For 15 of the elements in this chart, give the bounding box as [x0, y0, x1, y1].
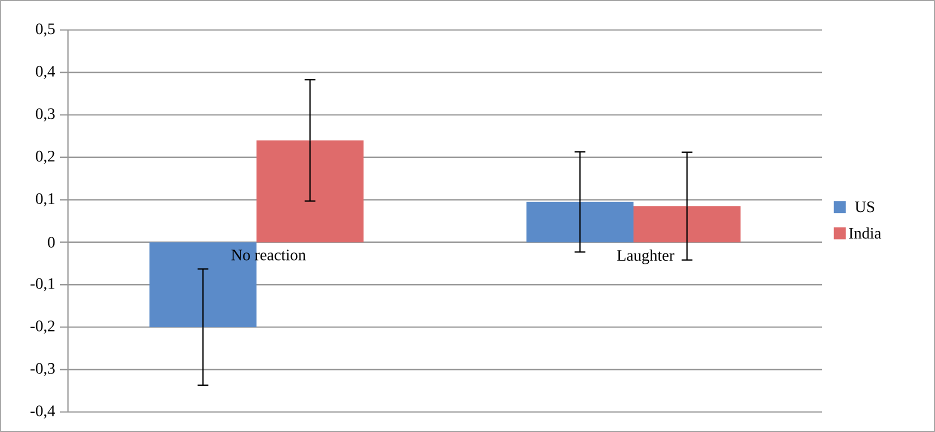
- bar: [634, 206, 741, 242]
- y-tick-label: -0,3: [30, 363, 55, 376]
- legend-label: US: [855, 201, 874, 212]
- legend-label: India: [849, 227, 882, 239]
- y-tick-label: 0,4: [36, 66, 56, 79]
- bar: [526, 202, 634, 242]
- y-tick-label: -0,2: [30, 320, 54, 334]
- y-tick-label: -0,4: [30, 405, 56, 419]
- y-tick-label: 0,3: [36, 108, 55, 122]
- y-tick-label: 0: [48, 236, 55, 248]
- y-tick-label: 0,2: [36, 150, 54, 164]
- y-tick-label: 0,5: [36, 23, 55, 37]
- x-tick-label: Laughter: [617, 250, 674, 264]
- y-tick-label: -0,1: [30, 278, 54, 292]
- y-tick-label: 0,1: [36, 193, 54, 206]
